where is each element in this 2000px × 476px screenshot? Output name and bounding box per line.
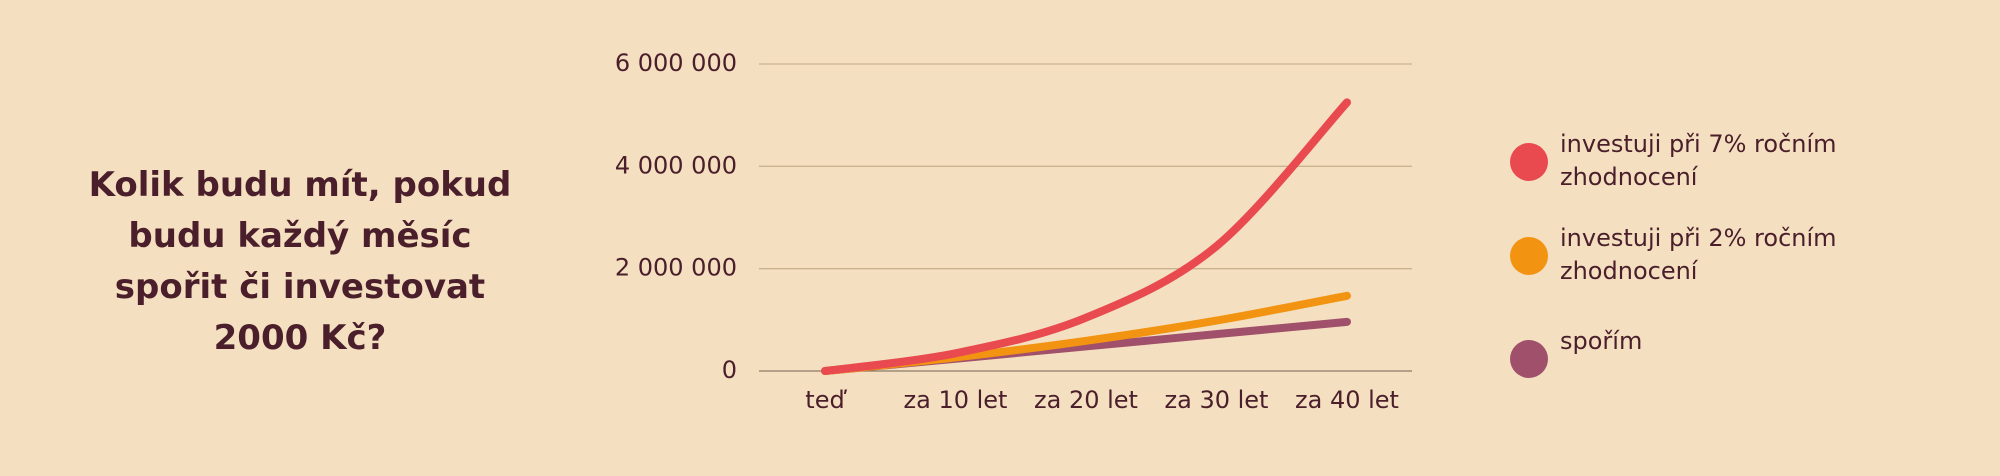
y-tick-label: 0 — [722, 356, 737, 384]
x-tick-label: za 20 let — [1034, 386, 1138, 414]
x-tick-label: za 40 let — [1295, 386, 1399, 414]
line-series — [821, 98, 1351, 375]
legend-label: spořím — [1560, 327, 1643, 355]
y-tick-label: 6 000 000 — [615, 49, 737, 77]
legend-label: investuji při 2% ročním zhodnocení — [1560, 224, 1837, 285]
legend-marker — [1510, 340, 1548, 378]
x-tick-label: teď — [805, 386, 847, 414]
x-tick-label: za 10 let — [904, 386, 1008, 414]
y-tick-label: 4 000 000 — [615, 151, 737, 179]
legend-label: investuji při 7% ročním zhodnocení — [1560, 130, 1837, 191]
chart-title: Kolik budu mít, pokud budu každý měsíc s… — [88, 165, 512, 358]
x-tick-label: za 30 let — [1165, 386, 1269, 414]
y-tick-label: 2 000 000 — [615, 254, 737, 282]
legend-marker — [1510, 237, 1548, 275]
legend-marker — [1510, 143, 1548, 181]
